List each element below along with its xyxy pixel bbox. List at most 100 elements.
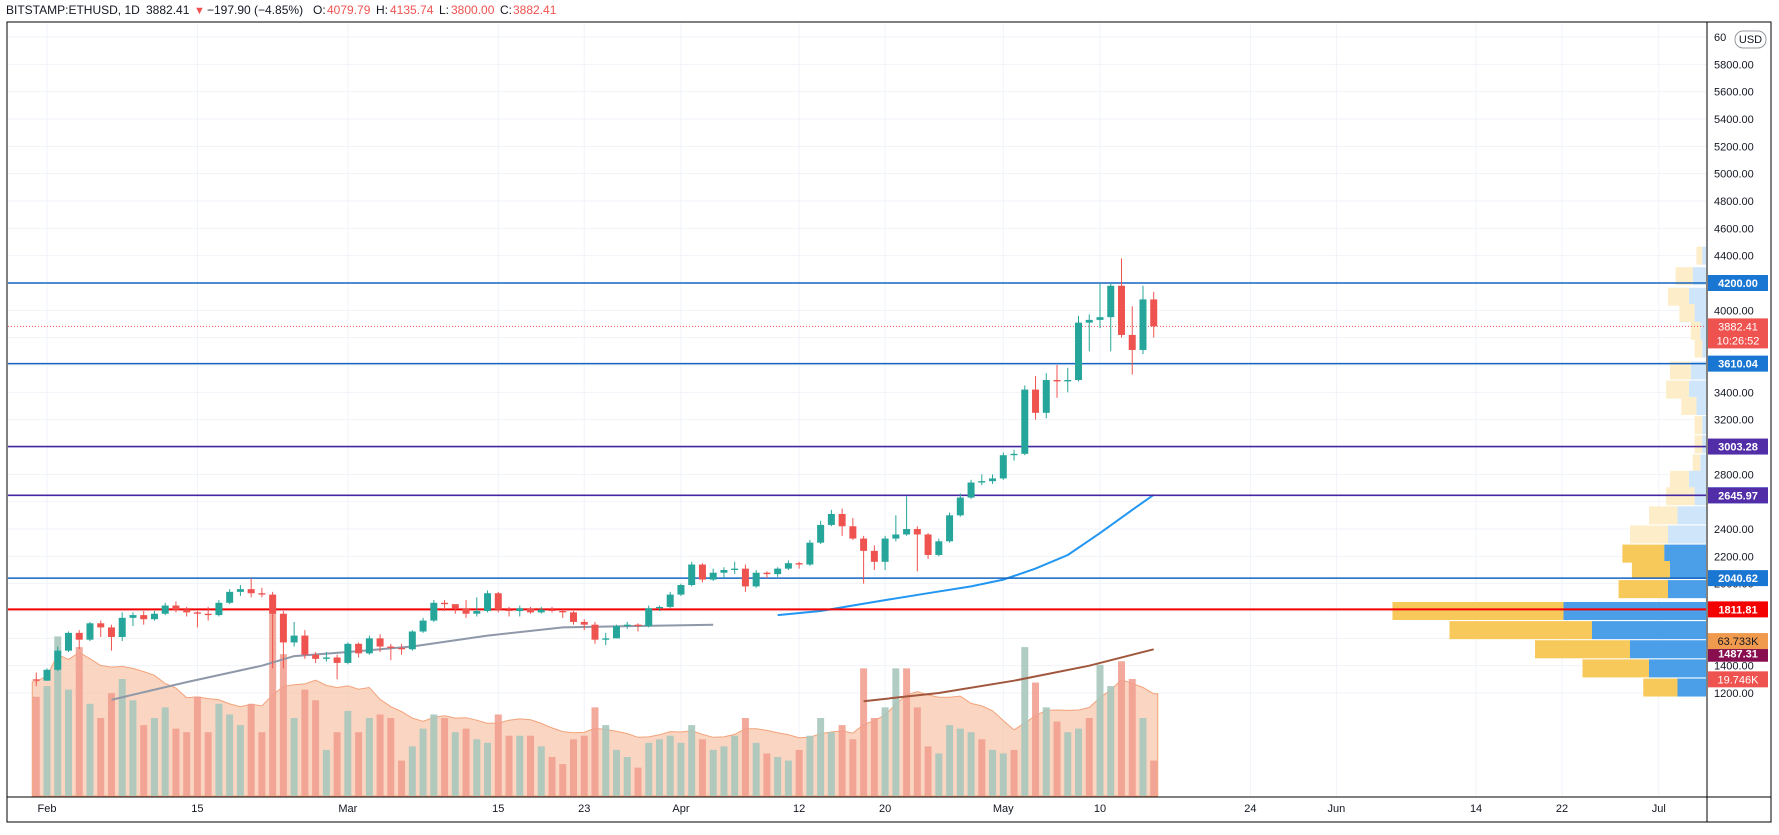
volume-badge-box xyxy=(1708,671,1768,688)
currency-badge-label: USD xyxy=(1739,34,1762,46)
currency-badge[interactable]: USD xyxy=(1734,30,1767,49)
candle-body xyxy=(97,623,105,628)
high-value: 4135.74 xyxy=(390,3,434,17)
volume-bar xyxy=(355,732,363,796)
candle-body xyxy=(365,638,373,654)
time-tick-label: 22 xyxy=(1556,803,1568,815)
volume-bar xyxy=(612,749,620,796)
candle-body xyxy=(903,529,911,535)
level-badge-text: 2040.62 xyxy=(1718,573,1758,585)
candle-body xyxy=(462,608,470,614)
price-tick-label: 1200.00 xyxy=(1714,688,1754,700)
volume-bar xyxy=(870,718,878,796)
profile-bar-up-va xyxy=(1622,544,1665,563)
high-label: H: xyxy=(376,3,388,17)
volume-bar xyxy=(32,696,40,796)
close-value: 3882.41 xyxy=(513,3,557,17)
candle-body xyxy=(698,564,706,580)
close-label: C: xyxy=(500,3,512,17)
candle-body xyxy=(1117,285,1125,335)
candle-body xyxy=(322,657,330,659)
profile-bar-up-va xyxy=(1582,659,1649,678)
candle-body xyxy=(623,624,631,627)
volume-bar xyxy=(462,728,470,796)
price-axis[interactable]: 1200.001400.001600.002000.002200.002400.… xyxy=(1714,32,1754,700)
volume-bar xyxy=(623,757,631,796)
volume-bars xyxy=(32,611,1158,796)
time-tick-label: 14 xyxy=(1470,803,1482,815)
volume-bar xyxy=(935,753,943,796)
candle-body xyxy=(387,646,395,648)
volume-bar xyxy=(441,718,449,796)
profile-bar-up xyxy=(1669,470,1689,489)
volume-bar xyxy=(827,732,835,796)
extra-badge-box xyxy=(1708,645,1768,662)
candle-body xyxy=(946,515,954,542)
chart-header: BITSTAMP:ETHUSD, 1D 3882.41 ▼ −197.90 (−… xyxy=(6,3,557,17)
volume-bar xyxy=(183,732,191,796)
candle-body xyxy=(43,669,51,681)
horizontal-levels[interactable] xyxy=(8,282,1706,611)
profile-bar-up-va xyxy=(1535,640,1630,659)
profile-bar-up xyxy=(1696,246,1703,265)
profile-bar-up xyxy=(1668,287,1689,306)
volume-bar xyxy=(451,732,459,796)
candle-body xyxy=(860,538,868,551)
volume-bar xyxy=(903,668,911,796)
volume-bar xyxy=(129,700,137,796)
candle-body xyxy=(731,568,739,570)
candle-body xyxy=(559,611,567,613)
profile-bar-down xyxy=(1702,416,1706,435)
time-axis[interactable]: Feb 15 Mar 15 23 Apr 12 20 May 10 24 Jun 14 22 Jul xyxy=(38,803,1666,815)
volume-bar xyxy=(817,718,825,796)
candle-body xyxy=(247,589,255,594)
extra-badge-text: 2645.97 xyxy=(1718,490,1758,502)
volume-bar xyxy=(484,742,492,796)
low-value: 3800.00 xyxy=(451,3,495,17)
volume-bar xyxy=(752,742,760,796)
volume-bar xyxy=(107,693,115,796)
volume-bar xyxy=(86,703,94,796)
candle-body xyxy=(752,572,760,587)
price-tick-label: 60 xyxy=(1714,32,1726,44)
profile-bar-up xyxy=(1694,339,1703,358)
price-tick-label: 2800.00 xyxy=(1714,469,1754,481)
candle-body xyxy=(881,538,889,562)
price-tick-label: 4000.00 xyxy=(1714,305,1754,317)
volume-bar xyxy=(602,725,610,796)
volume-bar xyxy=(688,725,696,796)
profile-bar-down-va xyxy=(1677,678,1706,697)
candle-body xyxy=(1032,389,1040,413)
time-tick-label: 23 xyxy=(578,803,590,815)
volume-bar xyxy=(956,728,964,796)
candle-body xyxy=(290,635,298,643)
candle-body xyxy=(913,529,921,535)
volume-bar xyxy=(408,746,416,796)
profile-bar-down xyxy=(1694,304,1706,323)
time-tick-label: Jul xyxy=(1652,803,1666,815)
volume-bar xyxy=(150,718,158,796)
volume-bar xyxy=(892,668,900,796)
volume-bar xyxy=(1021,647,1029,796)
candle-body xyxy=(172,605,180,610)
volume-bar xyxy=(236,725,244,796)
volume-bar xyxy=(913,707,921,796)
candle-body xyxy=(183,609,191,613)
profile-bar-down xyxy=(1677,506,1706,525)
ma-brown-line xyxy=(863,648,1154,703)
candle-body xyxy=(978,481,986,483)
volume-bar xyxy=(505,735,513,796)
volume-bar xyxy=(193,696,201,796)
volume-bar xyxy=(838,725,846,796)
candle-body xyxy=(258,593,266,595)
profile-bar-down xyxy=(1702,339,1706,358)
volume-bar xyxy=(1042,707,1050,796)
time-tick-label: Apr xyxy=(672,803,689,815)
volume-bar xyxy=(290,718,298,796)
profile-bar-up xyxy=(1681,397,1697,415)
candle-body xyxy=(806,542,814,565)
price-tick-label: 2400.00 xyxy=(1714,524,1754,536)
price-tick-label: 5400.00 xyxy=(1714,114,1754,126)
